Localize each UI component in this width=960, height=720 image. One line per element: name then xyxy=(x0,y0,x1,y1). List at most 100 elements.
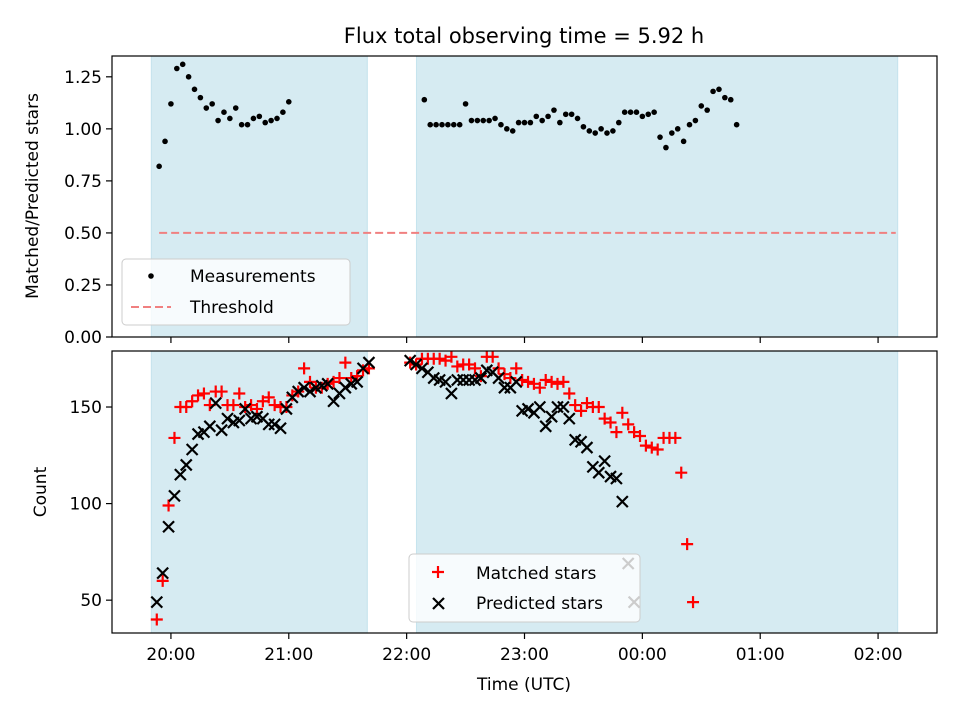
data-point-matched xyxy=(162,499,175,512)
data-point-measurement xyxy=(197,94,204,101)
data-point-measurement xyxy=(562,111,569,118)
data-point-predicted xyxy=(439,375,452,389)
data-point-matched xyxy=(563,387,576,400)
data-point-predicted xyxy=(233,414,246,427)
data-point-measurement xyxy=(627,109,634,115)
data-point-predicted xyxy=(563,412,576,425)
data-point-matched xyxy=(687,596,700,609)
legend-label-matched: Matched stars xyxy=(476,564,596,584)
data-point-matched xyxy=(215,385,228,398)
data-point-matched xyxy=(192,389,205,402)
data-point-matched xyxy=(345,372,358,385)
data-point-measurement xyxy=(645,111,652,118)
data-point-measurement xyxy=(580,123,587,130)
data-point-measurement xyxy=(227,115,233,122)
data-point-measurement xyxy=(727,96,734,103)
data-point-predicted xyxy=(303,385,317,398)
bottom-legend: Matched stars Predicted stars xyxy=(408,553,641,623)
data-point-measurement xyxy=(722,94,728,101)
data-point-matched xyxy=(445,350,458,363)
data-point-predicted xyxy=(610,472,623,485)
data-point-matched xyxy=(622,418,635,431)
data-point-matched xyxy=(551,377,564,390)
data-point-measurement xyxy=(651,109,657,115)
data-point-predicted xyxy=(533,400,547,414)
data-point-measurement xyxy=(557,119,563,126)
data-point-predicted xyxy=(327,394,340,408)
data-point-predicted xyxy=(150,595,164,609)
data-point-measurement xyxy=(168,101,174,107)
data-point-predicted xyxy=(215,423,228,437)
data-point-matched xyxy=(351,370,364,383)
data-point-measurement xyxy=(439,121,445,128)
data-point-measurement xyxy=(445,121,451,128)
data-point-measurement xyxy=(704,107,710,113)
data-point-predicted xyxy=(297,381,311,394)
data-point-predicted xyxy=(209,396,222,410)
data-point-predicted xyxy=(268,418,281,431)
data-point-matched xyxy=(604,416,617,429)
shaded-interval xyxy=(415,55,899,338)
data-point-measurement xyxy=(221,109,227,115)
data-point-matched xyxy=(492,362,505,375)
legend-label-predicted: Predicted stars xyxy=(476,594,603,614)
data-point-predicted xyxy=(409,358,423,371)
data-point-matched xyxy=(239,401,252,414)
data-point-matched xyxy=(592,401,605,414)
data-point-measurement xyxy=(621,109,628,115)
data-point-measurement xyxy=(509,128,516,134)
data-point-measurement xyxy=(256,113,263,120)
x-tick-label: 00:00 xyxy=(618,645,667,665)
data-point-matched xyxy=(333,372,346,385)
data-point-measurement xyxy=(179,61,186,68)
x-tick-label: 22:00 xyxy=(382,645,431,665)
data-point-measurement xyxy=(574,115,581,122)
data-point-matched xyxy=(645,441,658,454)
y-tick-label: 50 xyxy=(80,591,102,611)
data-point-measurement xyxy=(492,115,498,122)
legend-marker-matched xyxy=(432,566,444,578)
data-point-predicted xyxy=(403,354,417,367)
data-point-measurement xyxy=(592,130,599,136)
data-point-matched xyxy=(357,364,370,377)
data-point-matched xyxy=(539,373,552,386)
data-point-matched xyxy=(681,538,694,551)
data-point-matched xyxy=(233,387,246,400)
data-point-measurement xyxy=(598,126,604,132)
data-point-measurement xyxy=(521,119,528,126)
data-point-measurement xyxy=(551,107,557,113)
data-point-measurement xyxy=(733,121,740,128)
data-point-measurement xyxy=(680,138,687,145)
shaded-interval xyxy=(150,350,368,634)
chart-title: Flux total observing time = 5.92 h xyxy=(344,24,704,48)
bottom-y-axis-label: Count xyxy=(31,466,51,517)
data-point-matched xyxy=(268,399,281,412)
data-point-matched xyxy=(298,362,311,375)
data-point-predicted xyxy=(492,371,505,385)
data-point-measurement xyxy=(456,121,463,128)
data-point-measurement xyxy=(427,121,434,128)
data-point-matched xyxy=(474,370,487,383)
data-point-matched xyxy=(639,439,652,452)
data-point-predicted xyxy=(616,495,629,508)
data-point-matched xyxy=(669,431,682,444)
data-point-predicted xyxy=(156,566,169,580)
data-point-matched xyxy=(557,375,570,388)
data-point-matched xyxy=(569,399,582,412)
data-point-measurement xyxy=(480,117,487,124)
data-point-predicted xyxy=(280,402,293,416)
data-point-measurement xyxy=(539,117,545,124)
x-tick-label: 21:00 xyxy=(264,645,313,665)
data-point-matched xyxy=(533,381,546,394)
data-point-measurement xyxy=(515,119,522,126)
data-point-matched xyxy=(180,401,193,414)
data-point-measurement xyxy=(268,117,274,124)
top-legend: Measurements Threshold xyxy=(121,258,351,326)
data-point-measurement xyxy=(203,105,210,111)
data-point-matched xyxy=(197,387,210,400)
data-point-measurement xyxy=(262,119,269,126)
data-point-matched xyxy=(451,360,464,373)
data-point-measurement xyxy=(615,119,622,126)
data-point-predicted xyxy=(474,371,488,385)
data-point-measurement xyxy=(486,117,492,124)
